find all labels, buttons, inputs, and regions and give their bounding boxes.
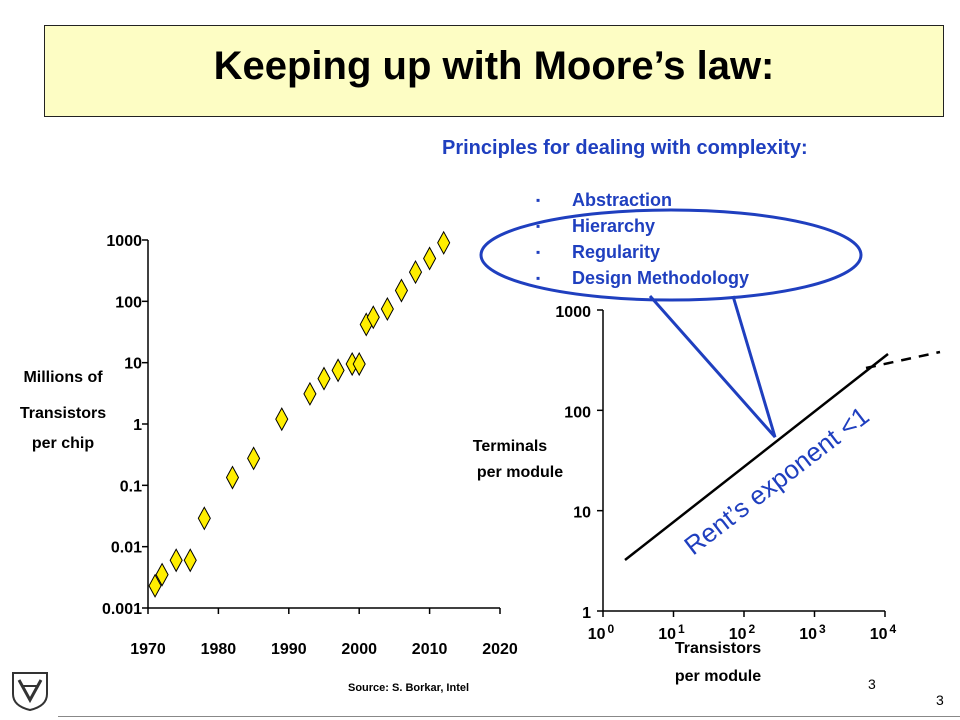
moore-y-ticks: 0.001 0.01 0.1 1 10 100 1000 <box>102 233 148 618</box>
rent-saturation-line <box>865 350 941 370</box>
moore-ylabel-line3: per chip <box>31 435 95 452</box>
y-tick-label: 100 <box>115 294 142 311</box>
y-tick-label: 1 <box>582 605 591 622</box>
rent-ylabel-line1: Terminals <box>472 438 548 455</box>
data-point <box>155 562 169 587</box>
x-tick-label: 10 3 <box>799 622 826 643</box>
rent-y-ticks: 1 10 100 1000 <box>555 304 603 622</box>
y-tick-label: 1000 <box>555 304 591 321</box>
bullet-icon: ▪ <box>536 245 541 259</box>
list-item: ▪ Abstraction <box>536 187 749 213</box>
list-item-label: Regularity <box>572 242 661 262</box>
data-point <box>380 296 394 322</box>
x-tick-label: 2020 <box>482 641 518 658</box>
x-tick-label: 1970 <box>130 641 166 658</box>
rent-x-ticks: 10 0 10 1 10 2 10 3 10 4 <box>588 611 897 643</box>
callout-pointer <box>648 295 777 438</box>
data-point <box>352 351 366 377</box>
data-point <box>408 260 423 285</box>
data-point <box>317 366 331 391</box>
moore-points <box>148 230 451 598</box>
data-point <box>331 358 345 383</box>
x-tick-label: 2010 <box>412 641 448 658</box>
x-tick-label: 10 0 <box>588 622 615 643</box>
y-tick-label: 1 <box>133 417 142 434</box>
y-tick-label: 100 <box>564 404 591 421</box>
rent-annotation: Rent’s exponent <1 <box>678 400 874 560</box>
list-item: ▪ Design Methodology <box>536 265 749 291</box>
data-point <box>394 278 409 303</box>
x-tick-label: 2000 <box>341 641 377 658</box>
data-point <box>169 548 183 573</box>
data-point <box>437 230 451 255</box>
y-tick-label: 0.1 <box>120 478 142 495</box>
list-item-label: Design Methodology <box>572 268 749 288</box>
list-item-label: Hierarchy <box>572 216 656 236</box>
x-tick-label: 10 4 <box>870 622 897 643</box>
list-item: ▪ Hierarchy <box>536 213 749 239</box>
data-point <box>247 446 261 471</box>
x-tick-label: 1980 <box>201 641 237 658</box>
highlight-ellipse <box>479 208 863 302</box>
y-tick-label: 10 <box>124 356 142 373</box>
bullet-icon: ▪ <box>536 219 541 233</box>
principles-heading: Principles for dealing with complexity: <box>442 137 808 159</box>
list-item: ▪ Regularity <box>536 239 749 265</box>
data-point <box>197 506 211 531</box>
bullet-icon: ▪ <box>536 193 541 207</box>
data-point <box>183 548 197 573</box>
rent-xlabel-line2: per module <box>674 668 762 685</box>
data-point <box>423 246 437 271</box>
x-tick-exponent: 1 <box>678 622 685 636</box>
data-point <box>303 381 317 406</box>
moore-x-ticks: 1970 1980 1990 2000 2010 2020 <box>130 608 518 658</box>
data-point <box>366 305 380 330</box>
x-tick-exponent: 3 <box>819 622 826 636</box>
data-point <box>148 573 162 598</box>
data-point <box>225 465 240 490</box>
slide-number-inner: 3 <box>868 676 876 692</box>
x-tick-exponent: 4 <box>890 622 897 636</box>
title-box: Keeping up with Moore’s law: <box>44 25 944 117</box>
technion-logo <box>10 670 50 712</box>
x-tick-exponent: 0 <box>608 622 615 636</box>
x-tick-exponent: 2 <box>749 622 756 636</box>
list-item-label: Abstraction <box>572 190 673 210</box>
data-point <box>275 407 289 432</box>
rent-trend-line <box>624 353 889 561</box>
y-tick-label: 10 <box>573 505 591 522</box>
y-tick-label: 0.001 <box>102 601 142 618</box>
footer-divider <box>58 716 960 717</box>
bullet-icon: ▪ <box>536 271 541 285</box>
slide-title: Keeping up with Moore’s law: <box>213 44 775 88</box>
moore-ylabel-line1: Millions of <box>23 369 103 386</box>
rent-xlabel-line1: Transistors <box>674 640 762 657</box>
source-citation: Source: S. Borkar, Intel <box>348 682 470 694</box>
y-tick-label: 0.01 <box>111 540 142 557</box>
rent-ylabel-line2: per module <box>476 464 564 481</box>
moore-ylabel-line2: Transistors <box>19 405 107 422</box>
y-tick-label: 1000 <box>106 233 142 250</box>
principles-list: ▪ Abstraction ▪ Hierarchy ▪ Regularity ▪ Des… <box>536 187 749 291</box>
x-tick-label: 1990 <box>271 641 307 658</box>
slide-number-outer: 3 <box>936 692 944 708</box>
